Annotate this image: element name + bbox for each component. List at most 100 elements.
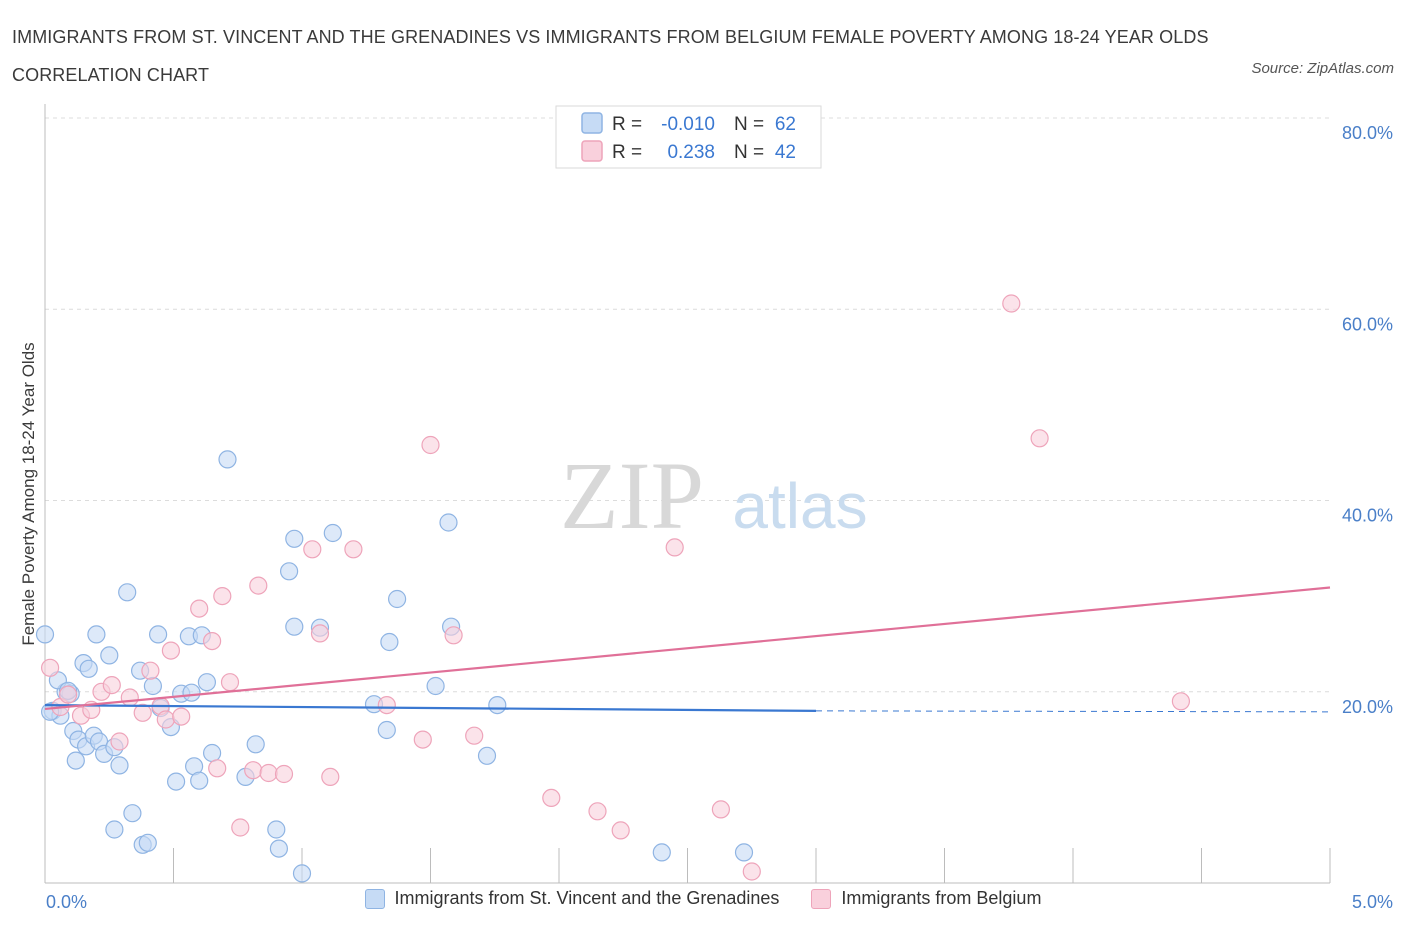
source-label: Source: ZipAtlas.com — [1251, 60, 1394, 77]
y-tick-label: 40.0% — [1342, 506, 1393, 526]
stats-box: R = -0.010 N = 62 R = 0.238 N = 42 — [555, 105, 822, 169]
data-point — [711, 800, 731, 819]
data-point — [377, 720, 396, 740]
x-tick-label: 5.0% — [1352, 892, 1393, 912]
data-point — [413, 730, 432, 749]
data-point — [213, 586, 232, 606]
data-point — [421, 435, 440, 455]
data-point — [377, 695, 396, 715]
data-point — [141, 661, 160, 680]
legend-swatch-pink — [811, 888, 832, 909]
data-point — [310, 624, 330, 643]
stats-r-label-pink: R = — [612, 142, 642, 163]
y-tick-label: 20.0% — [1342, 697, 1393, 717]
data-point — [285, 529, 304, 548]
stats-swatch-pink — [581, 140, 603, 162]
data-point — [102, 675, 121, 695]
data-point — [274, 764, 294, 784]
data-point — [100, 646, 119, 665]
data-point — [259, 763, 278, 783]
data-point — [244, 761, 263, 780]
data-point — [203, 743, 222, 763]
chart-title: IMMIGRANTS FROM ST. VINCENT AND THE GREN… — [12, 27, 1209, 85]
data-point — [465, 726, 484, 745]
y-axis-label: Female Poverty Among 18-24 Year Olds — [19, 342, 38, 645]
data-point — [542, 788, 561, 808]
data-point — [652, 843, 671, 862]
data-point — [742, 862, 761, 881]
legend: Immigrants from St. Vincent and the Gren… — [0, 888, 1406, 909]
data-point — [1030, 429, 1049, 448]
legend-swatch-blue — [364, 888, 385, 909]
data-point — [231, 818, 250, 837]
data-point — [120, 688, 139, 707]
trend-line-pink — [44, 586, 1331, 711]
data-point — [321, 767, 340, 787]
trend-lines — [44, 586, 1331, 713]
data-point — [105, 820, 124, 839]
data-point — [35, 625, 55, 644]
trend-line-blue-dashed — [815, 710, 1331, 713]
stats-n-label-pink: N = — [734, 142, 764, 163]
data-point — [734, 843, 754, 862]
data-point — [110, 756, 129, 775]
stats-r-label-blue: R = — [612, 114, 642, 135]
legend-label-belgium: Immigrants from Belgium — [841, 888, 1042, 908]
data-point — [280, 562, 299, 581]
trend-line-blue — [44, 704, 817, 712]
watermark-atlas: atlas — [732, 470, 867, 542]
data-point — [439, 513, 458, 532]
stats-r-value-pink: 0.238 — [667, 142, 715, 163]
data-point — [110, 732, 129, 751]
data-point — [665, 538, 684, 557]
data-point — [190, 599, 209, 618]
data-point — [143, 676, 162, 696]
data-point — [285, 617, 304, 636]
data-point — [66, 751, 85, 770]
data-point — [182, 683, 201, 702]
data-point — [58, 685, 78, 704]
data-point — [267, 820, 286, 839]
data-point — [123, 804, 142, 823]
data-point — [488, 695, 507, 715]
data-point — [220, 673, 240, 692]
axes — [44, 104, 1331, 884]
data-point — [149, 625, 168, 644]
data-point — [344, 540, 363, 559]
data-point — [388, 589, 407, 609]
legend-label-st-vincent: Immigrants from St. Vincent and the Gren… — [394, 888, 780, 908]
data-point — [156, 710, 175, 729]
stats-n-value-blue: 62 — [775, 114, 796, 135]
y-tick-label: 80.0% — [1342, 123, 1393, 143]
data-point — [197, 673, 216, 692]
x-tick-label: 0.0% — [46, 892, 87, 912]
data-point — [246, 735, 265, 754]
stats-n-value-pink: 42 — [775, 142, 796, 163]
data-point — [292, 864, 312, 883]
data-point — [161, 641, 180, 660]
stats-n-label-blue: N = — [734, 114, 764, 135]
data-point — [167, 772, 186, 791]
series-pink-points — [40, 294, 1191, 881]
data-point — [87, 625, 106, 644]
watermark: ZIP atlas — [560, 442, 868, 549]
data-point — [218, 450, 237, 469]
data-point — [138, 833, 157, 852]
data-point — [40, 658, 60, 677]
data-point — [323, 523, 342, 543]
data-point — [208, 759, 227, 778]
data-point — [1171, 692, 1191, 711]
data-point — [444, 626, 463, 645]
data-point — [477, 746, 497, 765]
legend-item-belgium[interactable]: Immigrants from Belgium — [811, 888, 1041, 909]
data-point — [79, 659, 98, 678]
data-point — [118, 583, 137, 602]
data-point — [249, 576, 268, 595]
y-tick-label: 60.0% — [1342, 314, 1393, 334]
legend-item-st-vincent[interactable]: Immigrants from St. Vincent and the Gren… — [364, 888, 780, 909]
data-point — [1002, 294, 1021, 313]
data-point — [203, 631, 222, 651]
stats-r-value-blue: -0.010 — [661, 114, 715, 135]
y-axis-label-group: Female Poverty Among 18-24 Year Olds — [19, 342, 38, 645]
